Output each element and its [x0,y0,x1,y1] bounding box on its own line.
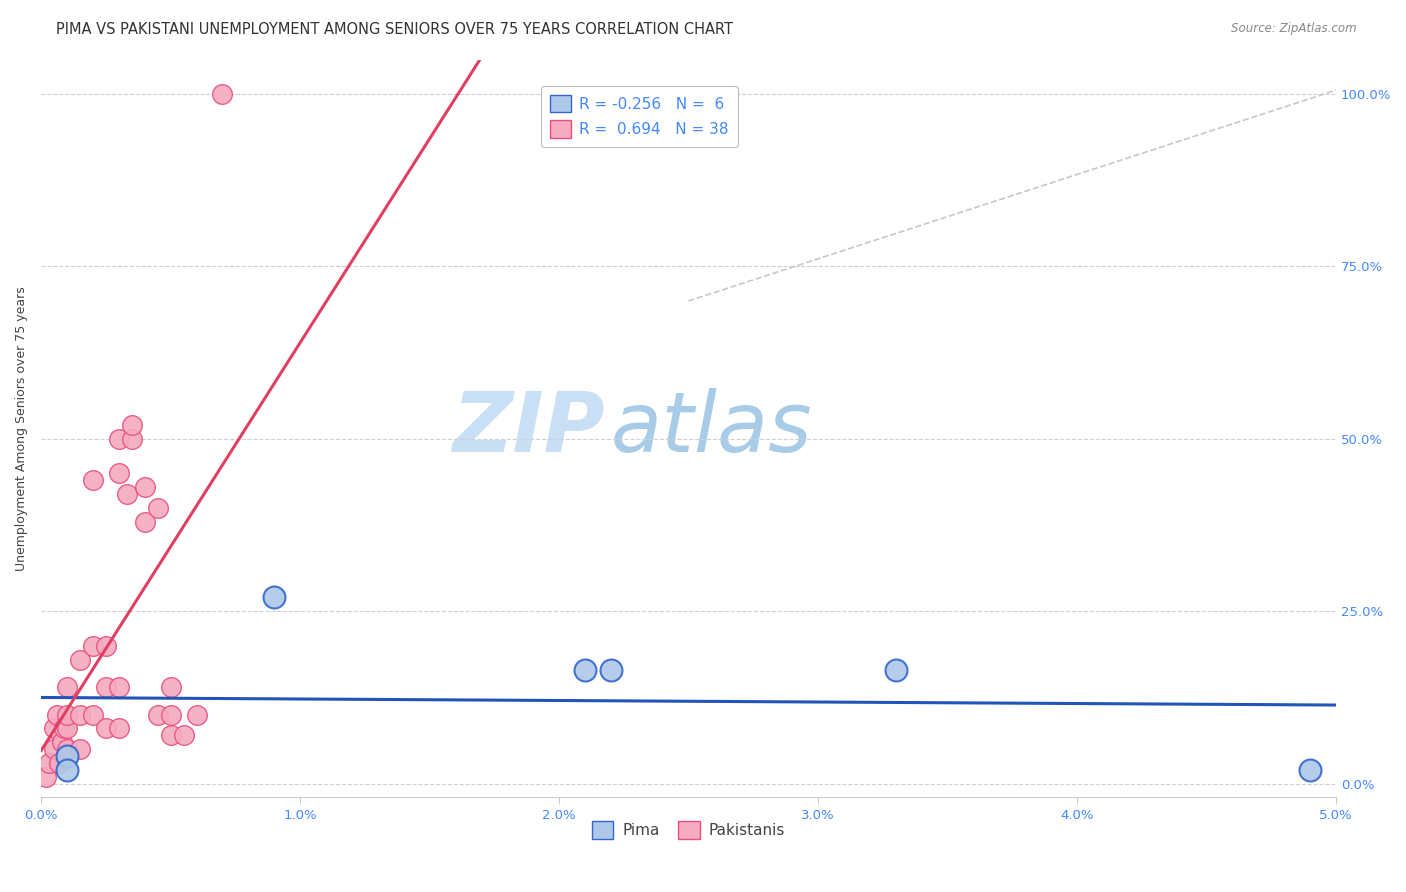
Point [44,742,66,756]
Point [94,680,117,694]
Point [69,707,91,722]
Point [69,742,91,756]
Point [82,707,104,722]
Point [35,770,58,784]
Text: atlas: atlas [610,388,813,469]
Point [121,432,143,446]
Point [94,722,117,736]
Text: ZIP: ZIP [451,388,605,469]
Point [134,480,156,494]
Point [48,756,70,770]
Point [599,663,621,677]
Point [1299,763,1322,777]
Point [108,467,131,481]
Point [574,663,596,677]
Point [56,707,79,722]
Point [108,432,131,446]
Point [51,735,73,749]
Point [69,652,91,666]
Point [56,749,79,764]
Point [186,707,208,722]
Point [173,728,195,742]
Point [884,663,907,677]
Point [53,722,76,736]
Point [56,763,79,777]
Point [94,639,117,653]
Text: PIMA VS PAKISTANI UNEMPLOYMENT AMONG SENIORS OVER 75 YEARS CORRELATION CHART: PIMA VS PAKISTANI UNEMPLOYMENT AMONG SEN… [56,22,734,37]
Point [115,487,138,501]
Point [146,707,169,722]
Point [82,473,104,487]
Point [82,639,104,653]
Point [121,418,143,433]
Point [44,722,66,736]
Point [159,707,181,722]
Point [56,722,79,736]
Point [38,756,60,770]
Point [146,500,169,515]
Point [56,742,79,756]
Legend: Pima, Pakistanis: Pima, Pakistanis [586,815,792,845]
Point [159,680,181,694]
Point [108,680,131,694]
Text: Source: ZipAtlas.com: Source: ZipAtlas.com [1232,22,1357,36]
Y-axis label: Unemployment Among Seniors over 75 years: Unemployment Among Seniors over 75 years [15,286,28,571]
Point [159,728,181,742]
Point [56,680,79,694]
Point [45,707,67,722]
Point [108,722,131,736]
Point [134,515,156,529]
Point [211,87,233,101]
Point [263,591,285,605]
